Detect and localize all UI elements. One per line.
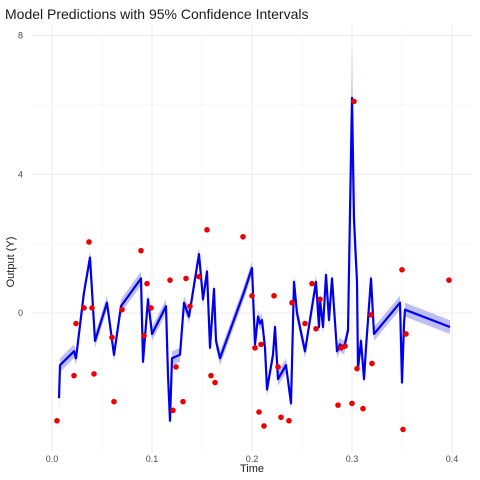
- observed-point: [258, 341, 264, 348]
- observed-point: [204, 227, 210, 233]
- observed-points: [54, 98, 452, 433]
- y-tick-label: 0: [18, 308, 23, 318]
- observed-point: [317, 296, 323, 303]
- observed-point: [208, 372, 214, 379]
- observed-point: [369, 360, 375, 367]
- observed-point: [249, 292, 255, 299]
- observed-point: [196, 273, 202, 280]
- observed-point: [275, 364, 281, 370]
- observed-point: [313, 325, 319, 332]
- observed-point: [71, 372, 77, 379]
- grid: [32, 25, 472, 452]
- observed-point: [261, 423, 267, 429]
- observed-point: [271, 292, 277, 299]
- prediction-line: [57, 96, 451, 422]
- observed-point: [187, 303, 193, 309]
- observed-point: [349, 400, 355, 407]
- observed-point: [368, 312, 374, 318]
- x-tick-label: 0.0: [46, 454, 59, 464]
- x-tick-label: 0.4: [446, 454, 459, 464]
- prediction-line-path: [57, 96, 451, 422]
- observed-point: [144, 280, 150, 287]
- observed-point: [183, 275, 189, 282]
- observed-point: [89, 305, 95, 311]
- observed-point: [351, 98, 357, 105]
- observed-point: [400, 426, 406, 433]
- observed-point: [173, 364, 179, 370]
- observed-point: [81, 305, 87, 311]
- confidence-band-area: [59, 45, 450, 428]
- x-axis-label: Time: [240, 463, 264, 475]
- x-tick-label: 0.1: [146, 454, 159, 464]
- observed-point: [240, 233, 246, 240]
- y-tick-label: 4: [18, 169, 23, 179]
- confidence-band: [59, 45, 450, 428]
- observed-point: [286, 417, 292, 424]
- observed-point: [86, 239, 92, 245]
- observed-point: [354, 365, 360, 372]
- observed-point: [167, 277, 173, 283]
- y-tick-label: 8: [18, 30, 23, 40]
- observed-point: [73, 320, 79, 327]
- observed-point: [342, 343, 348, 349]
- observed-point: [446, 277, 452, 283]
- observed-point: [54, 417, 60, 424]
- x-axis-ticks: 0.0 0.1 0.2 0.3 0.4: [46, 454, 459, 464]
- y-axis-ticks: 0 4 8: [18, 30, 23, 318]
- x-tick-label: 0.2: [246, 454, 259, 464]
- observed-point: [252, 345, 258, 351]
- observed-point: [141, 332, 147, 339]
- observed-point: [119, 306, 125, 313]
- observed-point: [289, 299, 295, 306]
- observed-point: [335, 402, 341, 408]
- observed-point: [180, 398, 186, 405]
- observed-point: [212, 379, 218, 386]
- observed-point: [109, 334, 115, 341]
- chart-title: Model Predictions with 95% Confidence In…: [5, 6, 309, 22]
- observed-point: [360, 405, 366, 412]
- observed-point: [403, 331, 409, 337]
- observed-point: [256, 409, 262, 415]
- observed-point: [91, 371, 97, 377]
- observed-point: [170, 407, 176, 414]
- observed-point: [302, 320, 308, 327]
- observed-point: [309, 280, 315, 287]
- observed-point: [111, 398, 117, 405]
- observed-point: [399, 266, 405, 273]
- x-tick-label: 0.3: [346, 454, 359, 464]
- observed-point: [138, 247, 144, 254]
- observed-point: [148, 305, 154, 311]
- observed-point: [278, 414, 284, 421]
- y-axis-label: Output (Y): [5, 237, 17, 288]
